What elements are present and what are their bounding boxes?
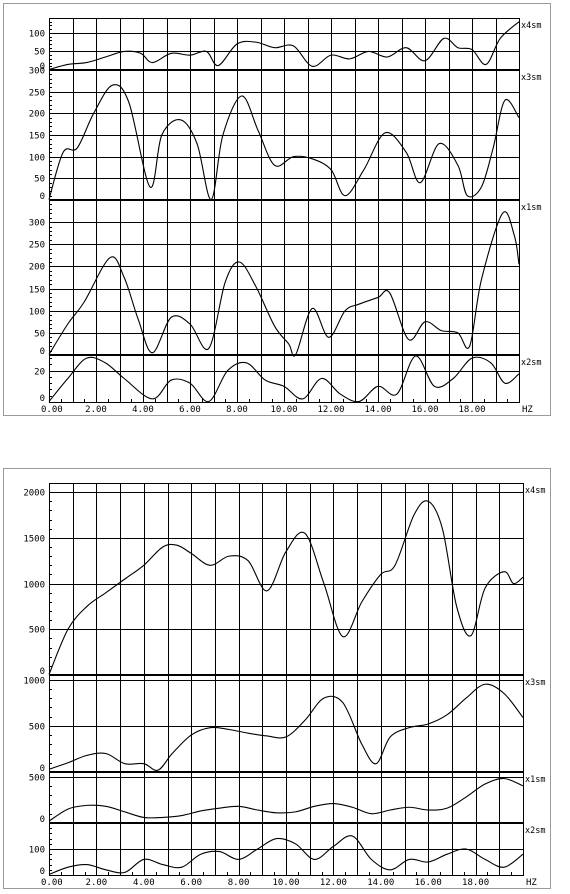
series-line-x2sm — [48, 355, 520, 403]
y-tick-label: 50 — [34, 175, 45, 185]
series-line-x3sm — [48, 84, 520, 201]
y-tick-label: 100 — [29, 308, 45, 318]
y-tick-label: 0 — [40, 347, 45, 357]
y-tick-label: 100 — [29, 30, 45, 40]
x-axis: 0.00 2.00 4.00 6.00 8.00 10.00 12.00 14.00 16.00… — [41, 399, 533, 415]
series-label-x2sm: x2sm — [525, 826, 545, 836]
x-tick-label: 12.00 — [320, 878, 347, 888]
y-tick-label: 250 — [29, 89, 45, 99]
y-tick-label: 0 — [40, 815, 45, 825]
x-tick-label: 6.00 — [179, 405, 201, 415]
y-tick-label: 0 — [40, 192, 45, 202]
panel-x4sm: 0 500 1000 1500 2000 x4sm — [23, 483, 545, 677]
series-label-x4sm: x4sm — [525, 486, 545, 496]
series-line-x1sm — [48, 777, 524, 822]
series-label-x3sm: x3sm — [521, 73, 541, 83]
x-tick-label: 18.00 — [462, 878, 489, 888]
x-tick-label: 14.00 — [367, 878, 394, 888]
y-tick-label: 500 — [29, 626, 45, 636]
y-tick-label: 2000 — [23, 489, 45, 499]
x-tick-label: 14.00 — [364, 405, 391, 415]
panel-x3sm: 0 50 100 150 200 250 300 x3sm — [29, 67, 542, 203]
series-line-x1sm — [48, 211, 520, 357]
y-tick-label: 20 — [34, 368, 45, 378]
y-tick-label: 1000 — [23, 677, 45, 687]
y-tick-label: 200 — [29, 110, 45, 120]
series-line-x4sm — [48, 21, 520, 71]
x-tick-label: 6.00 — [180, 878, 202, 888]
y-tick-label: 50 — [34, 330, 45, 340]
grid-lines — [73, 18, 497, 402]
spectrum-figure-bottom: 0 500 1000 1500 2000 x4sm 0 500 1000 x3sm 0 500 x1sm… — [3, 468, 551, 889]
y-tick-label: 0 — [40, 394, 45, 404]
y-tick-label: 100 — [29, 846, 45, 856]
panel-x1sm: 0 500 x1sm — [29, 774, 546, 826]
x-tick-label: 0.00 — [41, 878, 63, 888]
y-tick-label: 50 — [34, 48, 45, 58]
series-label-x2sm: x2sm — [521, 358, 541, 368]
x-axis-unit-label: HZ — [522, 405, 533, 415]
x-tick-label: 4.00 — [133, 878, 155, 888]
y-tick-label: 1000 — [23, 581, 45, 591]
panel-x2sm: 0 100 x2sm — [29, 823, 545, 877]
plot-frame — [49, 483, 524, 876]
y-tick-label: 300 — [29, 67, 45, 77]
y-tick-label: 100 — [29, 154, 45, 164]
x-tick-label: 0.00 — [41, 405, 63, 415]
plot-frame — [49, 18, 520, 403]
x-tick-label: 16.00 — [415, 878, 442, 888]
x-tick-label: 10.00 — [270, 405, 297, 415]
y-tick-label: 150 — [29, 286, 45, 296]
series-line-x2sm — [48, 835, 524, 876]
y-tick-label: 0 — [40, 867, 45, 877]
x-tick-label: 2.00 — [85, 405, 107, 415]
y-tick-label: 500 — [29, 723, 45, 733]
x-axis: 0.00 2.00 4.00 6.00 8.00 10.00 12.00 14.00 16.00… — [41, 872, 537, 888]
y-tick-label: 200 — [29, 263, 45, 273]
x-axis-unit-label: HZ — [526, 878, 537, 888]
series-label-x3sm: x3sm — [525, 678, 545, 688]
panel-x4sm: 0 50 100 x4sm — [29, 18, 541, 72]
y-tick-label: 1500 — [23, 535, 45, 545]
series-label-x1sm: x1sm — [521, 203, 541, 213]
y-tick-label: 250 — [29, 241, 45, 251]
x-tick-label: 18.00 — [458, 405, 485, 415]
y-tick-label: 500 — [29, 774, 45, 784]
series-line-x4sm — [48, 500, 524, 675]
x-tick-label: 2.00 — [86, 878, 108, 888]
y-tick-label: 300 — [29, 219, 45, 229]
x-tick-label: 16.00 — [411, 405, 438, 415]
panel-x2sm: 0 20 x2sm — [34, 355, 541, 404]
y-tick-label: 150 — [29, 132, 45, 142]
panel-x3sm: 0 500 1000 x3sm — [23, 677, 545, 775]
y-tick-label: 0 — [40, 62, 45, 72]
x-tick-label: 4.00 — [132, 405, 154, 415]
y-tick-label: 0 — [40, 667, 45, 677]
x-tick-label: 8.00 — [228, 878, 250, 888]
spectrum-figure-top: 0 50 100 x4sm 0 50 100 150 200 250 300 x3sm 0 50 100 15… — [3, 3, 551, 416]
panel-x1sm: 0 50 100 150 200 250 300 x1sm — [29, 200, 541, 357]
series-label-x1sm: x1sm — [525, 775, 545, 785]
x-tick-label: 10.00 — [272, 878, 299, 888]
series-line-x3sm — [48, 683, 524, 771]
y-tick-label: 0 — [40, 764, 45, 774]
series-label-x4sm: x4sm — [521, 21, 541, 31]
spectrum-chart-top: 050100x4sm050100150200250300x3sm05010015… — [29, 18, 542, 415]
x-tick-label: 8.00 — [226, 405, 248, 415]
x-tick-label: 12.00 — [317, 405, 344, 415]
